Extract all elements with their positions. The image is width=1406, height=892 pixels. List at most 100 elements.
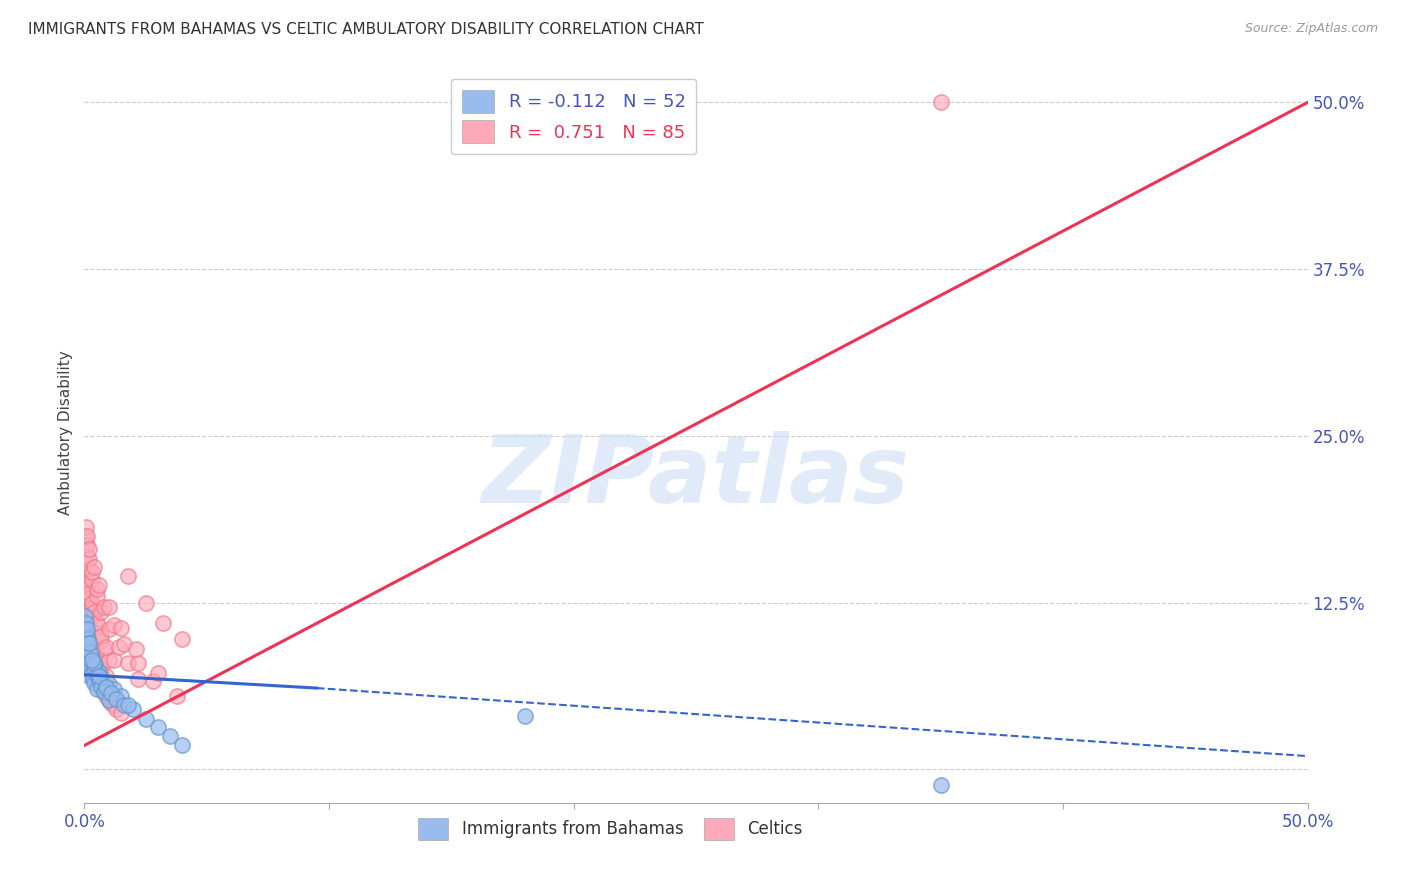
Point: [93, 685, 115, 699]
Point: [76, 538, 98, 552]
Point: [75, 519, 97, 533]
Point: [75, 565, 97, 579]
Point: [75, 596, 97, 610]
Point: [97, 653, 120, 667]
Point: [110, 689, 132, 703]
Point: [100, 686, 122, 700]
Point: [513, 709, 536, 723]
Text: ZIPatlas: ZIPatlas: [482, 431, 910, 523]
Point: [159, 729, 181, 743]
Point: [87, 578, 110, 592]
Point: [77, 642, 100, 657]
Point: [86, 589, 108, 603]
Point: [97, 693, 120, 707]
Point: [103, 682, 125, 697]
Point: [97, 599, 120, 614]
Point: [86, 667, 108, 681]
Point: [80, 648, 103, 663]
Point: [75, 609, 97, 624]
Point: [172, 739, 194, 753]
Point: [87, 675, 110, 690]
Point: [83, 675, 105, 690]
Point: [97, 693, 120, 707]
Point: [77, 636, 100, 650]
Point: [83, 605, 105, 619]
Point: [86, 618, 108, 632]
Point: [87, 669, 110, 683]
Point: [80, 602, 103, 616]
Point: [87, 656, 110, 670]
Point: [93, 685, 115, 699]
Point: [84, 658, 107, 673]
Point: [75, 618, 97, 632]
Point: [83, 640, 105, 654]
Point: [90, 629, 112, 643]
Point: [93, 642, 115, 657]
Point: [96, 640, 118, 654]
Text: Source: ZipAtlas.com: Source: ZipAtlas.com: [1244, 22, 1378, 36]
Point: [90, 670, 112, 684]
Point: [125, 642, 148, 657]
Point: [122, 702, 145, 716]
Point: [97, 677, 120, 691]
Point: [76, 645, 98, 659]
Point: [82, 653, 104, 667]
Point: [77, 656, 100, 670]
Point: [86, 615, 108, 630]
Point: [83, 661, 105, 675]
Point: [77, 632, 100, 646]
Point: [77, 542, 100, 557]
Point: [87, 626, 110, 640]
Point: [107, 640, 129, 654]
Point: [80, 565, 103, 579]
Point: [75, 648, 97, 663]
Point: [96, 685, 118, 699]
Point: [96, 669, 118, 683]
Point: [75, 556, 97, 570]
Point: [152, 615, 174, 630]
Point: [76, 605, 98, 619]
Point: [96, 680, 118, 694]
Point: [172, 632, 194, 646]
Point: [90, 605, 112, 619]
Point: [103, 653, 125, 667]
Point: [117, 656, 139, 670]
Point: [77, 591, 100, 606]
Point: [77, 632, 100, 646]
Point: [80, 645, 103, 659]
Point: [75, 636, 97, 650]
Point: [86, 582, 108, 597]
Point: [77, 551, 100, 566]
Point: [929, 95, 952, 110]
Y-axis label: Ambulatory Disability: Ambulatory Disability: [58, 351, 73, 515]
Point: [127, 656, 149, 670]
Point: [146, 720, 169, 734]
Point: [75, 615, 97, 630]
Point: [77, 615, 100, 630]
Point: [96, 689, 118, 703]
Point: [90, 680, 112, 694]
Point: [76, 529, 98, 543]
Point: [87, 665, 110, 679]
Point: [929, 779, 952, 793]
Point: [90, 682, 112, 697]
Point: [142, 674, 165, 689]
Point: [112, 637, 135, 651]
Point: [93, 678, 115, 692]
Point: [77, 658, 100, 673]
Point: [110, 706, 132, 721]
Point: [80, 573, 103, 587]
Point: [105, 691, 128, 706]
Text: IMMIGRANTS FROM BAHAMAS VS CELTIC AMBULATORY DISABILITY CORRELATION CHART: IMMIGRANTS FROM BAHAMAS VS CELTIC AMBULA…: [28, 22, 704, 37]
Point: [86, 672, 108, 686]
Point: [77, 562, 100, 576]
Point: [83, 656, 105, 670]
Point: [75, 609, 97, 624]
Point: [76, 640, 98, 654]
Point: [76, 575, 98, 590]
Point: [97, 623, 120, 637]
Point: [146, 666, 169, 681]
Point: [110, 621, 132, 635]
Point: [79, 653, 101, 667]
Point: [82, 672, 104, 686]
